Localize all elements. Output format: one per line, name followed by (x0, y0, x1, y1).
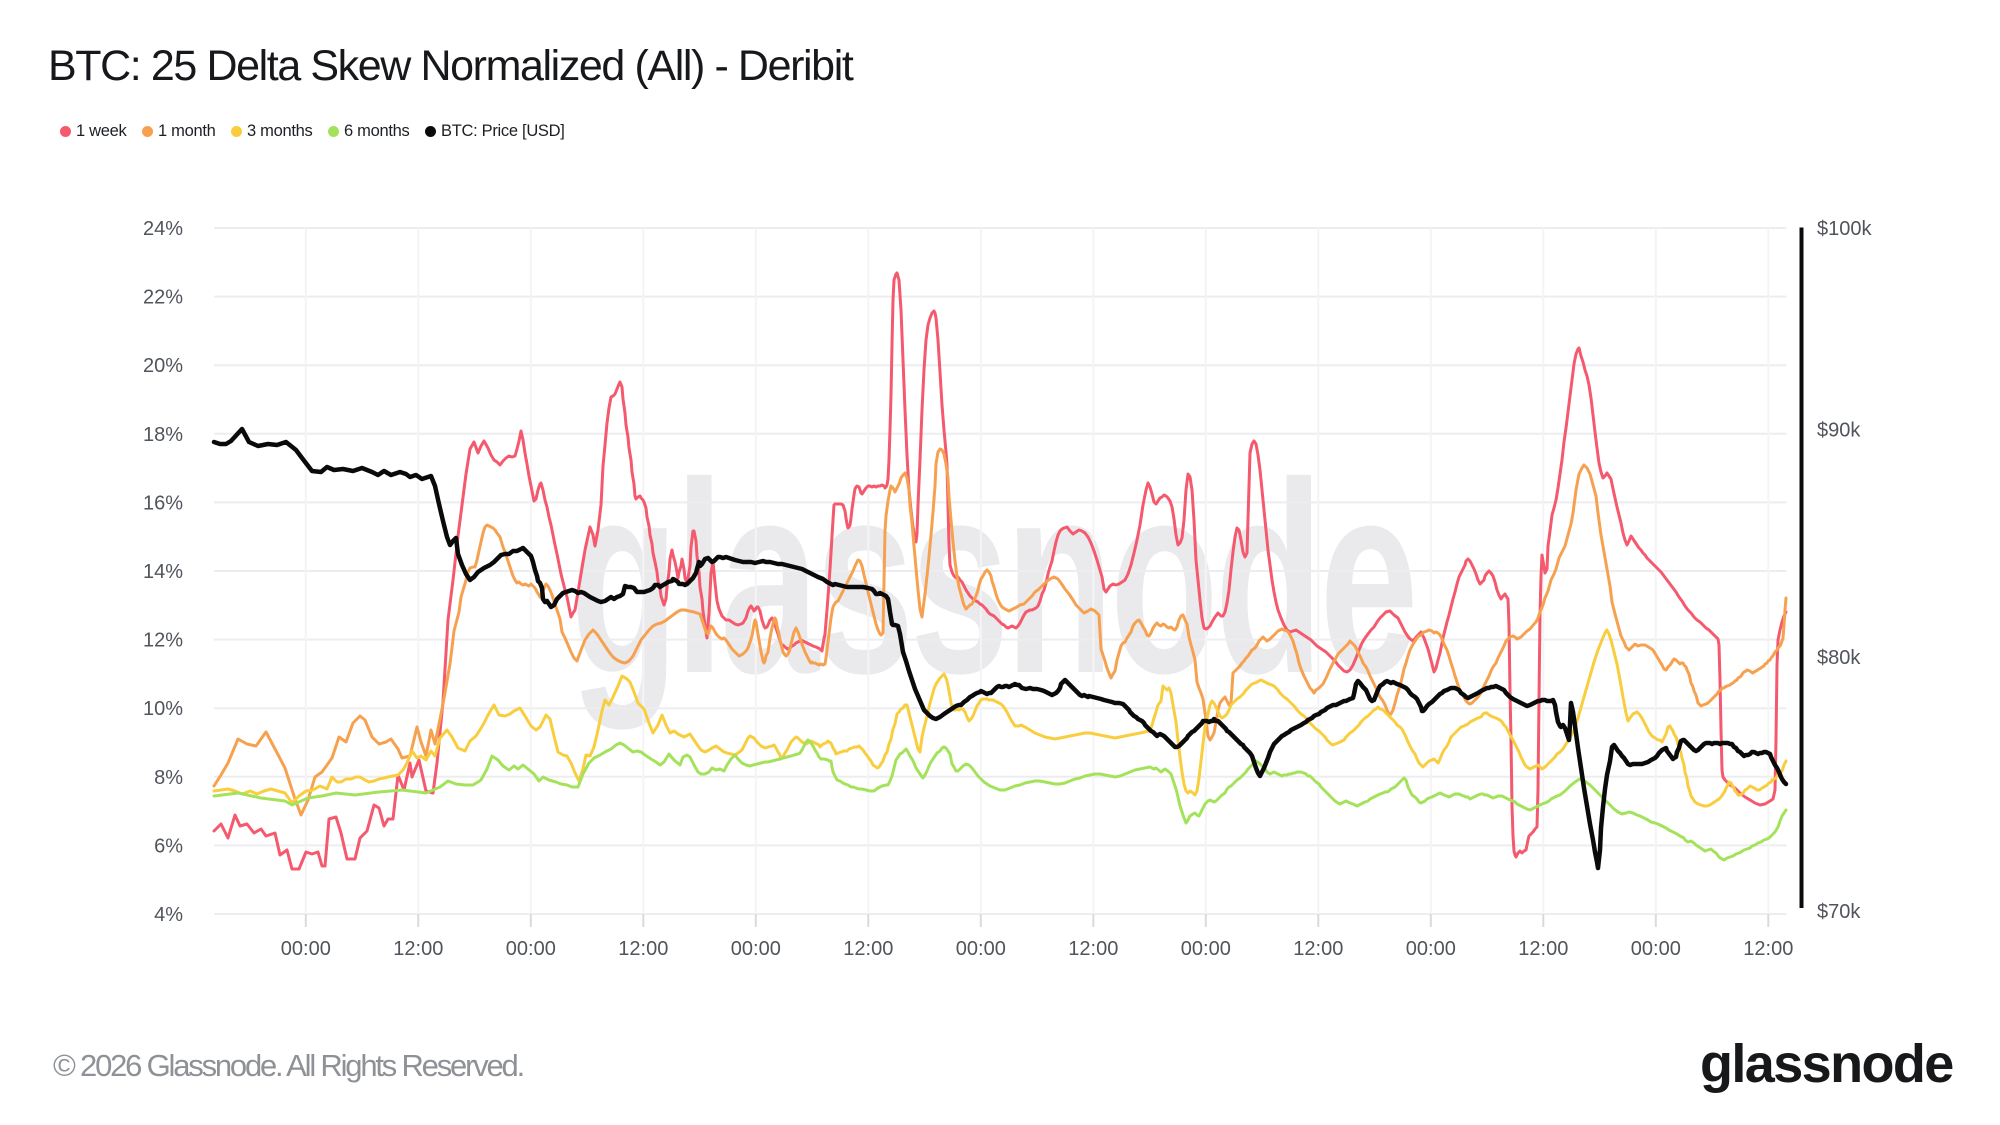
svg-text:00:00: 00:00 (1631, 938, 1681, 960)
svg-text:4%: 4% (154, 904, 183, 926)
svg-text:24%: 24% (143, 218, 183, 240)
svg-text:18%: 18% (143, 424, 183, 446)
svg-text:12:00: 12:00 (843, 938, 893, 960)
svg-text:14%: 14% (143, 561, 183, 583)
svg-text:$90k: $90k (1817, 420, 1861, 442)
svg-text:12:00: 12:00 (393, 938, 443, 960)
svg-text:8%: 8% (154, 767, 183, 789)
svg-text:00:00: 00:00 (731, 938, 781, 960)
svg-text:20%: 20% (143, 355, 183, 377)
svg-text:00:00: 00:00 (281, 938, 331, 960)
svg-text:00:00: 00:00 (506, 938, 556, 960)
svg-text:12:00: 12:00 (1743, 938, 1793, 960)
svg-text:$70k: $70k (1817, 901, 1861, 923)
svg-text:10%: 10% (143, 698, 183, 720)
svg-text:16%: 16% (143, 492, 183, 514)
svg-text:00:00: 00:00 (956, 938, 1006, 960)
svg-text:00:00: 00:00 (1181, 938, 1231, 960)
svg-text:12:00: 12:00 (618, 938, 668, 960)
svg-text:12%: 12% (143, 630, 183, 652)
svg-text:6%: 6% (154, 835, 183, 857)
svg-text:12:00: 12:00 (1293, 938, 1343, 960)
svg-text:00:00: 00:00 (1406, 938, 1456, 960)
svg-text:12:00: 12:00 (1518, 938, 1568, 960)
svg-text:$100k: $100k (1817, 218, 1872, 240)
svg-text:22%: 22% (143, 287, 183, 309)
svg-text:12:00: 12:00 (1068, 938, 1118, 960)
svg-text:$80k: $80k (1817, 647, 1861, 669)
